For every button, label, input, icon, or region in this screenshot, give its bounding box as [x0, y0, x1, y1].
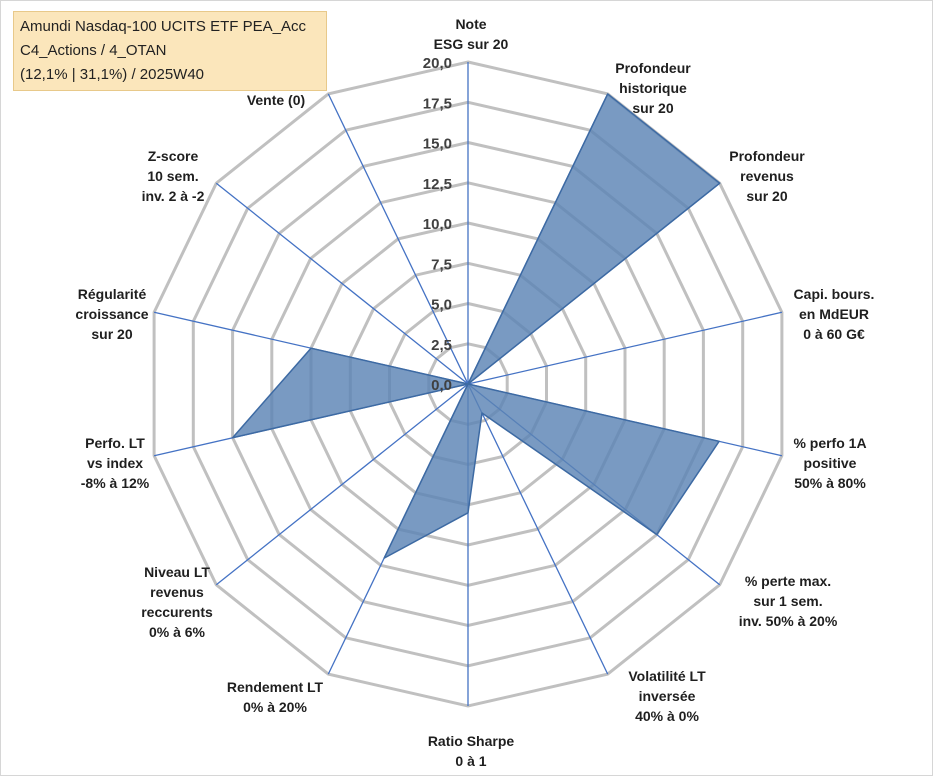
fund-info-box: Amundi Nasdaq-100 UCITS ETF PEA_Acc C4_A…	[13, 11, 327, 91]
tick-label: 17,5	[423, 95, 452, 112]
data-series	[231, 93, 721, 559]
tick-label: 12,5	[423, 176, 452, 193]
fund-stats: (12,1% | 31,1%) / 2025W40	[20, 66, 204, 83]
axis-label: Note ESG sur 20	[434, 16, 509, 52]
tick-label: 5,0	[431, 297, 452, 314]
axis-label: % perte max. sur 1 sem. inv. 50% à 20%	[739, 573, 838, 629]
axis-spoke	[215, 182, 469, 385]
axis-label: Profondeur revenus sur 20	[729, 148, 805, 204]
axis-label: Profondeur historique sur 20	[615, 60, 691, 116]
tick-label: 2,5	[431, 337, 452, 354]
data-area	[231, 93, 721, 559]
axis-spoke	[327, 93, 469, 385]
tick-label: 20,0	[423, 55, 452, 72]
axis-label: Ratio Sharpe 0 à 1	[428, 733, 515, 769]
axis-label: % perfo 1A positive 50% à 80%	[793, 435, 866, 491]
axis-label: Rendement LT 0% à 20%	[227, 679, 324, 715]
fund-name: Amundi Nasdaq-100 UCITS ETF PEA_Acc	[20, 18, 306, 35]
axis-label: Régularité croissance sur 20	[75, 286, 148, 342]
axis-label: Niveau LT revenus reccurents 0% à 6%	[141, 564, 213, 640]
axis-spoke	[467, 383, 609, 675]
tick-label: 0,0	[431, 377, 452, 394]
tick-label: 10,0	[423, 216, 452, 233]
axis-label: Z-score 10 sem. inv. 2 à -2	[142, 148, 205, 204]
axis-label: Volatilité LT inversée 40% à 0%	[628, 668, 706, 724]
axis-label: Capi. bours. en MdEUR 0 à 60 G€	[794, 286, 875, 342]
tick-label: 7,5	[431, 256, 452, 273]
tick-label: 15,0	[423, 136, 452, 153]
axis-spoke	[215, 383, 469, 586]
fund-category: C4_Actions / 4_OTAN	[20, 42, 167, 59]
radial-ticks: 0,0 2,5 5,0 7,5 10,0 12,5 15,0 17,5 20,0	[423, 55, 452, 394]
axis-label: Perfo. LT vs index -8% à 12%	[81, 435, 150, 491]
axis-spoke	[467, 311, 783, 385]
